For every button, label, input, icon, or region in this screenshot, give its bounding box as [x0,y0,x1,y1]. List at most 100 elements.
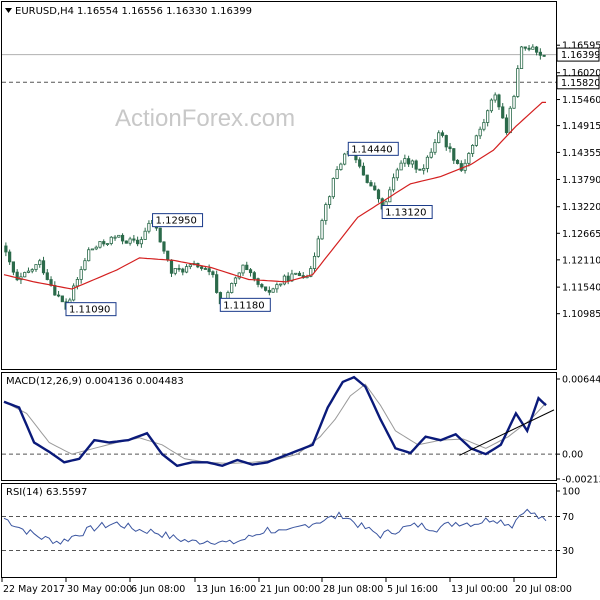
candle-body [188,264,192,268]
candle-body [410,160,414,165]
candle-body [230,283,234,293]
candle-body [211,271,215,276]
candle-body [508,107,512,134]
candle-body [162,241,166,252]
candle-body [237,272,241,279]
candle-body [312,255,317,269]
candle-body [75,279,79,287]
candle-body [169,259,174,274]
candle-body [117,234,121,238]
candle-body [531,46,535,50]
candle-body [542,54,546,57]
price-tick-label: 1.14355 [562,148,600,159]
price-tick-label: 1.12110 [562,255,600,266]
pivot-label: 1.13120 [385,208,426,219]
candle-body [166,250,170,261]
price-marker-box [556,47,600,62]
price-panel-frame [1,1,557,370]
candle-body [467,153,471,164]
candle-body [53,285,57,296]
candle-body [256,278,260,285]
price-tick-label: 1.13220 [562,202,600,213]
candle-body [136,239,140,245]
macd-tick-label: 0.006449 [562,375,600,386]
candle-body [203,268,207,270]
price-marker-box [556,75,600,90]
candle-body [275,284,279,290]
time-axis: 22 May 2017 30 May 00:006 Jun 08:00 13 Jun… [1,578,572,595]
price-tick-label: 1.14915 [562,121,600,132]
candle-body [504,117,509,134]
candle-body [98,241,102,248]
candle-body [331,178,335,198]
candle-body [516,68,520,97]
candle-body [538,51,542,56]
rsi-axis-ticks: 100 70 30 [556,487,580,557]
pivot-box [381,205,433,220]
time-tick-label: 6 Jun 08:00 [131,584,185,595]
candle-body [459,163,463,171]
candle-body [279,283,283,286]
candle-body [512,95,516,109]
candle-body [23,272,27,278]
pivot-label: 1.11090 [69,305,110,316]
price-marker-label: 1.16399 [561,50,600,61]
candle-body [444,135,448,148]
pivot-box [219,297,271,312]
time-tick-label: 21 Jun 00:00 [260,584,320,595]
candle-body [294,272,298,275]
candle-body [147,222,151,232]
candle-body [11,261,16,273]
pivot-label: 1.11180 [223,300,264,311]
candle-body [407,158,411,165]
candle-body [369,182,373,187]
time-tick-label: 22 May 2017 [3,584,65,595]
moving-average-line [3,101,546,290]
candle-body [376,189,381,200]
candle-body [414,160,418,170]
candle-body [109,236,113,244]
macd-axis-ticks: 0.006449 0.00 -0.002134 [556,375,600,486]
rsi-series [2,508,556,551]
time-tick-label: 20 Jul 08:00 [515,584,572,595]
candle-body [105,243,110,245]
candle-body [143,230,147,240]
macd-trendline [459,409,555,456]
candle-body [241,264,245,274]
pivot-label: 1.12950 [156,216,197,227]
price-tick-label: 1.16595 [562,41,600,52]
time-tick-label: 13 Jul 00:00 [451,584,508,595]
candle-body [72,285,76,301]
candle-body [233,277,238,284]
candle-body [128,238,132,244]
candle-body [429,151,433,158]
candle-body [267,289,271,293]
candle-body [87,249,91,262]
moving-average-series [3,101,546,290]
header-triangle-icon [5,8,12,13]
candle-body [158,227,162,243]
watermark: ActionForex.com [115,105,295,132]
candle-body [343,153,347,165]
price-reference-lines [2,54,556,83]
ohlc-readout: 1.16554 1.16556 1.16330 1.16399 [77,6,252,17]
candle-body [501,106,505,119]
candle-body [245,264,249,271]
candle-body [34,264,38,270]
price-tick-label: 1.15460 [562,95,600,106]
rsi-panel-frame [1,483,557,578]
candle-body [327,196,332,205]
macd-main-line [3,375,547,468]
candle-body [102,241,106,245]
time-tick-label: 30 May 00:00 [67,584,132,595]
candle-body [497,94,501,108]
candle-body [391,177,396,191]
macd-tick-label: 0.00 [562,450,583,461]
candle-body [260,284,264,288]
candle-body [38,260,42,266]
candle-body [177,268,181,270]
price-axis-markers: 1.16399 1.15820 [556,47,600,90]
candle-body [361,165,366,176]
candle-body [90,248,95,251]
rsi-line [3,508,547,545]
